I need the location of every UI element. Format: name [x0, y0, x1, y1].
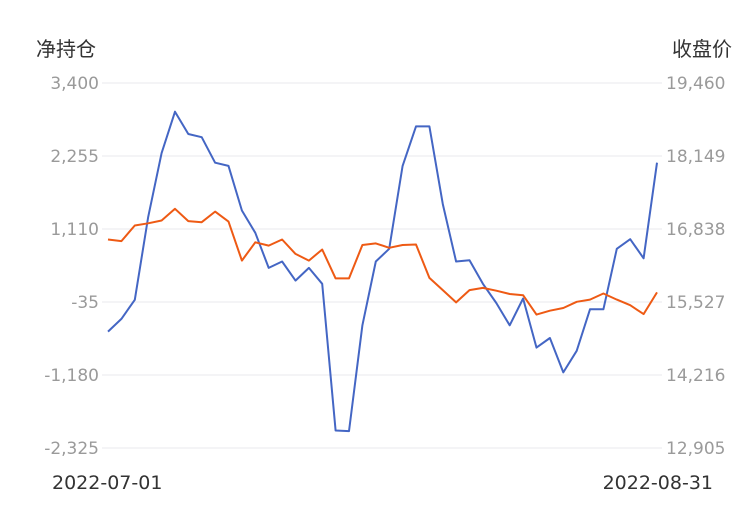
- left-tick-label: -2,325: [44, 439, 99, 459]
- left-tick-label: 3,400: [50, 74, 99, 94]
- x-axis-end-date: 2022-08-31: [603, 472, 713, 494]
- right-tick-label: 16,838: [666, 220, 725, 240]
- x-axis-start-date: 2022-07-01: [52, 472, 162, 494]
- left-tick-label: 1,110: [50, 220, 99, 240]
- close-price-series-line: [107, 207, 658, 316]
- right-axis-ticks: 19,460 18,149 16,838 15,527 14,216 12,905: [666, 74, 725, 459]
- series-lines: [107, 110, 658, 433]
- left-axis-title: 净持仓: [36, 37, 96, 61]
- net-position-series-line: [107, 110, 658, 433]
- gridlines: [102, 82, 662, 449]
- right-axis-title: 收盘价: [672, 37, 732, 61]
- left-tick-label: -35: [71, 293, 99, 313]
- right-tick-label: 18,149: [666, 147, 725, 167]
- right-tick-label: 12,905: [666, 439, 725, 459]
- left-tick-label: -1,180: [44, 366, 99, 386]
- left-axis-ticks: 3,400 2,255 1,110 -35 -1,180 -2,325: [44, 74, 99, 459]
- right-tick-label: 19,460: [666, 74, 725, 94]
- left-tick-label: 2,255: [50, 147, 99, 167]
- right-tick-label: 14,216: [666, 366, 725, 386]
- right-tick-label: 15,527: [666, 293, 725, 313]
